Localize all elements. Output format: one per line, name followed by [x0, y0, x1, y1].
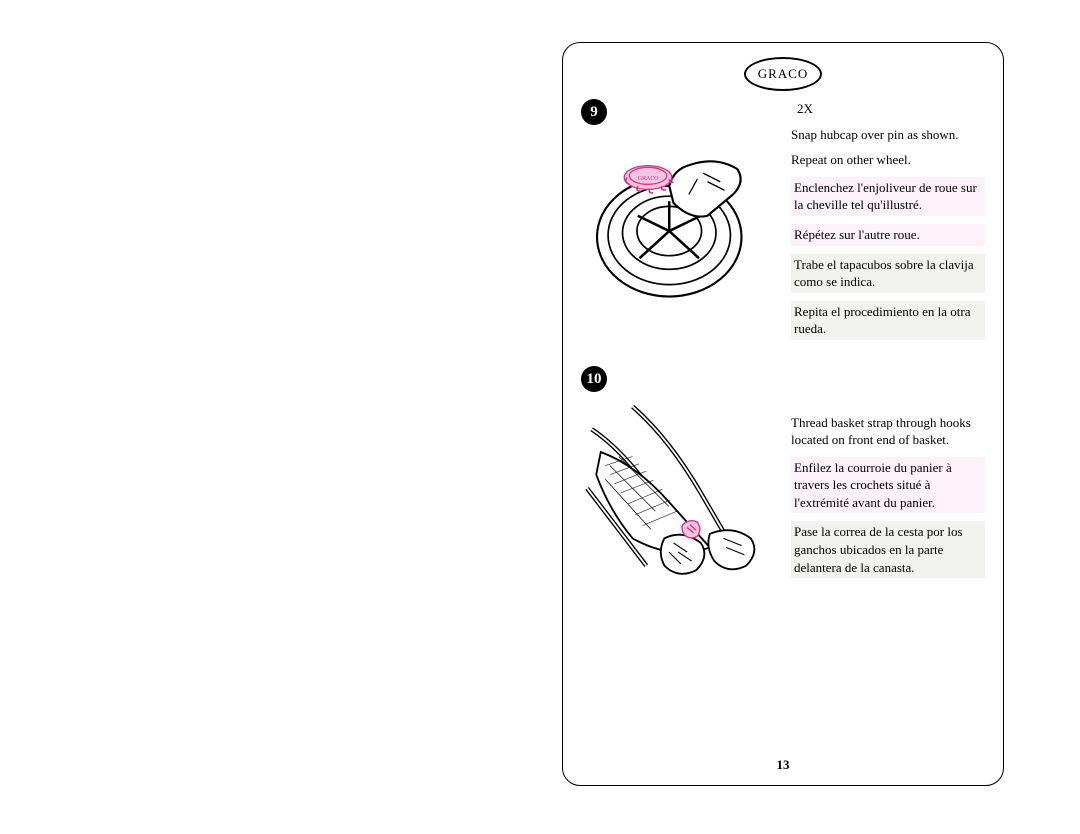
step-9-es-2: Repita el procedimiento en la otra rueda…: [791, 301, 985, 340]
step-9-illustration: GRACO: [581, 135, 766, 305]
step-10-left: 10: [581, 366, 781, 602]
step-9-repeat: 2X: [791, 99, 985, 118]
step-9-left: 9 GRACO: [581, 99, 781, 305]
step-10-text: Thread basket strap through hooks locate…: [781, 366, 985, 586]
step-9-text: 2X Snap hubcap over pin as shown. Repeat…: [781, 99, 985, 348]
step-9-fr-1: Enclenchez l'enjoliveur de roue sur la c…: [791, 177, 985, 216]
step-9: 9 GRACO: [581, 99, 985, 348]
page-number: 13: [563, 757, 1003, 773]
step-10-fr-1: Enfilez la courroie du panier à travers …: [791, 457, 985, 514]
step-9-header: 9: [581, 99, 781, 131]
step-10-es-1: Pase la correa de la cesta por los ganch…: [791, 521, 985, 578]
step-10: 10: [581, 366, 985, 602]
svg-text:GRACO: GRACO: [638, 176, 659, 182]
step-9-es-1: Trabe el tapacubos sobre la clavija como…: [791, 254, 985, 293]
step-10-en-1: Thread basket strap through hooks locate…: [791, 414, 985, 449]
step-9-en-1: Snap hubcap over pin as shown.: [791, 126, 985, 144]
logo-container: GRACO: [581, 57, 985, 91]
step-number-badge: 9: [581, 99, 607, 125]
step-10-illustration: [581, 402, 766, 602]
graco-logo: GRACO: [744, 57, 822, 91]
manual-page: GRACO 9: [562, 42, 1004, 786]
step-9-en-2: Repeat on other wheel.: [791, 151, 985, 169]
step-9-fr-2: Répétez sur l'autre roue.: [791, 224, 985, 246]
step-number-badge: 10: [581, 366, 607, 392]
